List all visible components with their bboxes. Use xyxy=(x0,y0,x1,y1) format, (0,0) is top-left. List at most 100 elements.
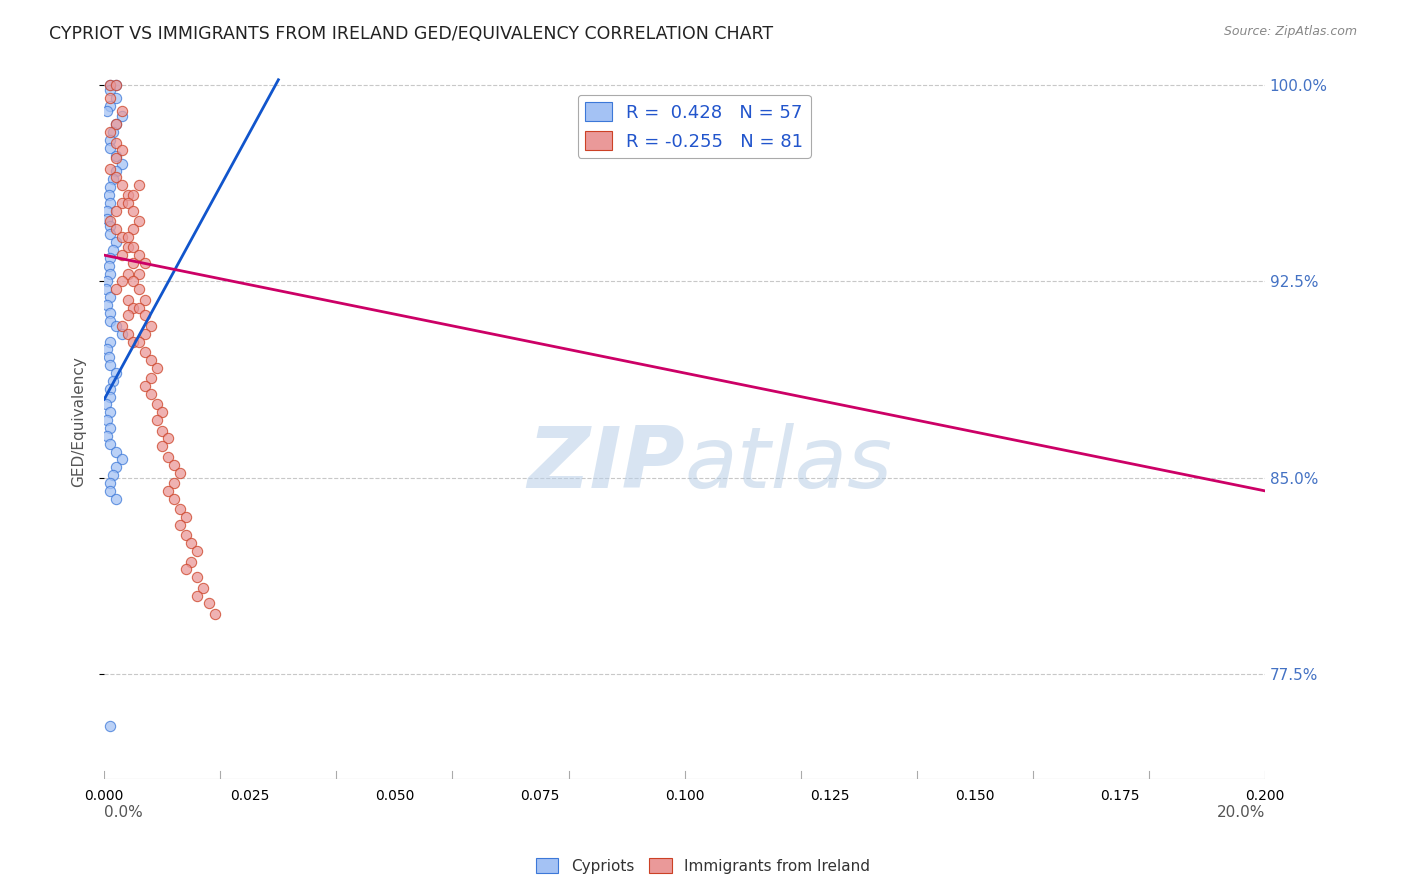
Point xyxy=(101,468,124,483)
Legend: Cypriots, Immigrants from Ireland: Cypriots, Immigrants from Ireland xyxy=(530,852,876,880)
Point xyxy=(98,78,121,92)
Point xyxy=(104,117,127,131)
Point xyxy=(98,125,121,139)
Point xyxy=(98,251,121,265)
Point xyxy=(134,309,156,323)
Point xyxy=(163,458,186,472)
Point xyxy=(186,589,208,603)
Point xyxy=(134,379,156,393)
Point xyxy=(134,345,156,359)
Point xyxy=(117,240,139,254)
Point xyxy=(98,358,121,372)
Point xyxy=(134,293,156,307)
Point xyxy=(122,240,145,254)
Point xyxy=(111,274,134,288)
Point xyxy=(180,536,202,550)
Point xyxy=(104,460,127,475)
Point xyxy=(169,502,191,516)
Point xyxy=(122,301,145,315)
Point xyxy=(186,544,208,558)
Point xyxy=(145,413,167,427)
Y-axis label: GED/Equivalency: GED/Equivalency xyxy=(72,356,86,487)
Point xyxy=(101,125,124,139)
Point xyxy=(98,91,121,105)
Point xyxy=(186,570,208,584)
Point xyxy=(98,227,121,242)
Point xyxy=(98,436,121,450)
Point xyxy=(98,290,121,304)
Point xyxy=(122,256,145,270)
Point xyxy=(150,439,173,453)
Point xyxy=(98,405,121,419)
Point xyxy=(122,188,145,202)
Point xyxy=(174,562,197,576)
Point xyxy=(197,596,219,610)
Point xyxy=(117,267,139,281)
Point xyxy=(163,475,186,490)
Point xyxy=(128,178,150,192)
Point xyxy=(117,195,139,210)
Point xyxy=(98,334,121,349)
Point xyxy=(98,475,121,490)
Point xyxy=(122,222,145,236)
Point xyxy=(111,195,134,210)
Point xyxy=(98,382,121,396)
Point xyxy=(111,326,134,341)
Point xyxy=(204,607,226,621)
Point xyxy=(180,555,202,569)
Point xyxy=(117,326,139,341)
Point xyxy=(111,230,134,244)
Point xyxy=(94,282,117,296)
Point xyxy=(128,214,150,228)
Point xyxy=(111,156,134,170)
Point xyxy=(122,334,145,349)
Point xyxy=(174,510,197,524)
Point xyxy=(98,133,121,147)
Point xyxy=(98,161,121,176)
Point xyxy=(117,230,139,244)
Point xyxy=(97,351,120,365)
Point xyxy=(122,203,145,218)
Point xyxy=(98,83,121,97)
Point xyxy=(94,397,117,411)
Text: ZIP: ZIP xyxy=(527,423,685,506)
Point xyxy=(104,318,127,333)
Point xyxy=(163,491,186,506)
Point xyxy=(101,374,124,388)
Text: atlas: atlas xyxy=(685,423,893,506)
Point xyxy=(111,144,134,158)
Point xyxy=(111,110,134,124)
Point xyxy=(139,387,162,401)
Point xyxy=(111,452,134,467)
Point xyxy=(104,366,127,380)
Point xyxy=(174,528,197,542)
Point xyxy=(139,353,162,368)
Point xyxy=(98,78,121,92)
Point xyxy=(157,450,180,464)
Point xyxy=(96,298,118,312)
Point xyxy=(96,203,118,218)
Point xyxy=(111,178,134,192)
Point xyxy=(98,421,121,435)
Point xyxy=(96,429,118,443)
Point xyxy=(98,390,121,404)
Point xyxy=(104,222,127,236)
Point xyxy=(104,136,127,150)
Point xyxy=(117,293,139,307)
Point xyxy=(104,117,127,131)
Text: Source: ZipAtlas.com: Source: ZipAtlas.com xyxy=(1223,25,1357,38)
Point xyxy=(111,248,134,262)
Point xyxy=(1108,824,1130,838)
Point xyxy=(98,180,121,194)
Point xyxy=(96,104,118,119)
Point xyxy=(104,169,127,184)
Point xyxy=(98,267,121,281)
Point xyxy=(128,267,150,281)
Point xyxy=(96,413,118,427)
Point xyxy=(128,301,150,315)
Text: 20.0%: 20.0% xyxy=(1216,805,1265,820)
Point xyxy=(104,203,127,218)
Point xyxy=(98,306,121,320)
Point xyxy=(111,104,134,119)
Point xyxy=(97,259,120,273)
